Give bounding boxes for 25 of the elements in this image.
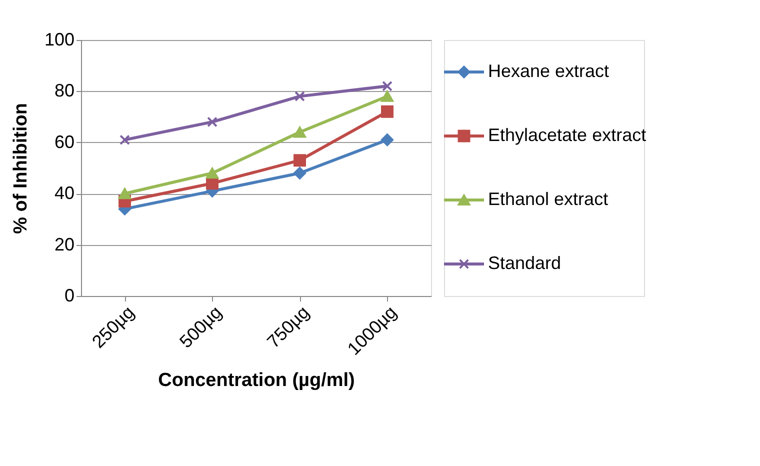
point [381,134,394,146]
legend-label: Hexane extract [488,61,610,81]
point [382,80,392,92]
y-tick-label: 20 [54,234,74,254]
point [381,105,394,118]
y-tick-label: 100 [44,30,74,50]
legend-label: Ethylacetate extract [488,125,646,145]
x-axis-title: Concentration (µg/ml) [158,370,355,391]
point [206,177,218,190]
y-tick-label: 80 [54,80,74,101]
point [120,134,130,146]
point [381,90,394,102]
point [294,126,306,138]
y-tick-label: 40 [54,183,74,204]
y-tick-label: 60 [54,132,74,152]
y-axis-title: % of Inhibition [10,103,32,234]
y-tick-label: 0 [64,286,74,306]
legend-label: Standard [488,253,562,273]
point [118,188,131,200]
point [294,154,306,167]
point [206,168,218,179]
point [294,166,306,180]
point [207,116,218,128]
legend-label: Ethanol extract [488,189,608,209]
point [294,91,305,102]
